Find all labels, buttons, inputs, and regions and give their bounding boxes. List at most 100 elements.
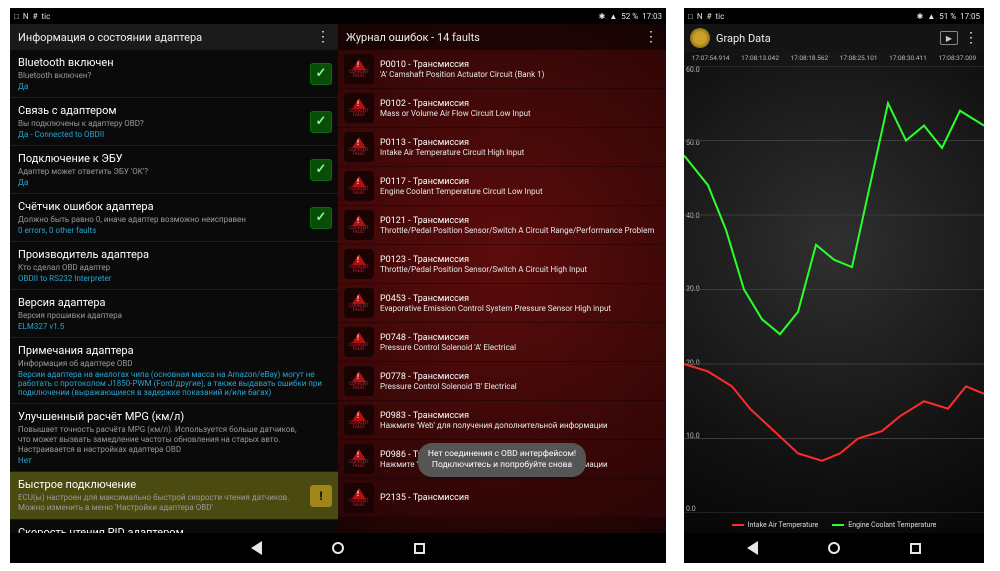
- overflow-menu-icon[interactable]: ⋮: [644, 30, 658, 44]
- settings-item-title: Связь с адаптером: [18, 104, 330, 117]
- settings-item-title: Производитель адаптера: [18, 248, 330, 261]
- settings-item-subtitle: Адаптер может ответить ЭБУ 'OK'?: [18, 167, 298, 177]
- android-navbar: [10, 533, 666, 563]
- nav-recent-icon[interactable]: [414, 543, 425, 554]
- settings-item-title: Подключение к ЭБУ: [18, 152, 330, 165]
- status-right-2: ✱▲51 %17:05: [917, 12, 980, 21]
- settings-item-value: Да: [18, 178, 330, 187]
- fault-description: Throttle/Pedal Position Sensor/Switch A …: [380, 226, 654, 235]
- settings-item-value: Да - Connected to OBDII: [18, 130, 330, 139]
- settings-item-value: Нет: [18, 456, 330, 465]
- fault-code: P0121 - Трансмиссия: [380, 216, 654, 226]
- settings-item-value: ELM327 v1.5: [18, 322, 330, 331]
- x-tick: 17:08:30.411: [889, 54, 927, 62]
- fault-badge-icon: CURRENTFAULT: [344, 171, 374, 201]
- nav-home-icon[interactable]: [828, 542, 840, 554]
- settings-item[interactable]: Примечания адаптера Информация об адаптер…: [10, 338, 338, 404]
- ok-icon: ✓: [310, 207, 332, 229]
- fault-item[interactable]: CURRENTFAULT P2135 - Трансмиссия: [338, 479, 666, 518]
- fault-description: Engine Coolant Temperature Circuit Low I…: [380, 187, 543, 196]
- fault-code: P0102 - Трансмиссия: [380, 99, 531, 109]
- phone-adapter-and-faults: □N#tic ✱▲52 %17:03 Информация о состояни…: [10, 8, 666, 563]
- settings-item-title: Скорость чтения PID адаптером: [18, 526, 330, 533]
- settings-item-title: Быстрое подключение: [18, 478, 330, 491]
- fault-code: P0123 - Трансмиссия: [380, 255, 587, 265]
- plot-canvas: [684, 66, 984, 513]
- nav-back-icon[interactable]: [251, 541, 262, 555]
- settings-item-subtitle: Версия прошивки адаптера: [18, 311, 298, 321]
- graph-title: Graph Data: [716, 32, 771, 45]
- settings-item-value: Версии адаптера на аналогах чипа (основн…: [18, 370, 330, 397]
- adapter-status-pane[interactable]: Информация о состоянии адаптера ⋮ Blueto…: [10, 24, 338, 533]
- faults-title: Журнал ошибок - 14 faults: [346, 31, 480, 44]
- settings-item[interactable]: Подключение к ЭБУ Адаптер может ответить …: [10, 146, 338, 194]
- play-button[interactable]: ▶: [940, 31, 958, 45]
- nav-back-icon[interactable]: [747, 541, 758, 555]
- fault-code: P0453 - Трансмиссия: [380, 294, 611, 304]
- nav-home-icon[interactable]: [332, 542, 344, 554]
- fault-item[interactable]: CURRENTFAULTP0748 - ТрансмиссияPressure …: [338, 323, 666, 362]
- fault-badge-icon: CURRENTFAULT: [344, 483, 374, 513]
- toast-line1: Нет соединения с OBD интерфейсом!: [428, 449, 576, 459]
- fault-badge-icon: CURRENTFAULT: [344, 132, 374, 162]
- settings-item[interactable]: Версия адаптераВерсия прошивки адаптераE…: [10, 290, 338, 338]
- fault-badge-icon: CURRENTFAULT: [344, 444, 374, 474]
- graph-title-bar: Graph Data ▶ ⋮: [684, 24, 984, 52]
- status-bar: □N#tic ✱▲51 %17:05: [684, 8, 984, 24]
- fault-item[interactable]: CURRENTFAULTP0983 - ТрансмиссияНажмите '…: [338, 401, 666, 440]
- status-bar: □N#tic ✱▲52 %17:03: [10, 8, 666, 24]
- settings-item-title: Примечания адаптера: [18, 344, 330, 357]
- settings-item-title: Bluetooth включен: [18, 56, 330, 69]
- x-tick: 17:08:25.101: [840, 54, 878, 62]
- settings-item-subtitle: Должно быть равно 0, иначе адаптер возмо…: [18, 215, 298, 225]
- phone-graph: □N#tic ✱▲51 %17:05 Graph Data ▶ ⋮ 17:07:…: [684, 8, 984, 563]
- fault-badge-icon: CURRENTFAULT: [344, 249, 374, 279]
- settings-item[interactable]: Скорость чтения PID адаптеромСкорость (P…: [10, 520, 338, 533]
- fault-code: P0778 - Трансмиссия: [380, 372, 517, 382]
- graph-legend: Intake Air Temperature Engine Coolant Tem…: [684, 521, 984, 529]
- settings-item-subtitle: ECU(ы) настроен для максимально быстрой …: [18, 493, 298, 513]
- fault-item[interactable]: CURRENTFAULT P0113 - ТрансмиссияIntake Ai…: [338, 128, 666, 167]
- fault-badge-icon: CURRENTFAULT: [344, 405, 374, 435]
- settings-item[interactable]: Производитель адаптераКто сделал OBD ада…: [10, 242, 338, 290]
- settings-item[interactable]: Улучшенный расчёт MPG (км/л)Повышает точ…: [10, 404, 338, 472]
- fault-code: P0113 - Трансмиссия: [380, 138, 524, 148]
- fault-description: Intake Air Temperature Circuit High Inpu…: [380, 148, 524, 157]
- fault-badge-icon: CURRENTFAULT: [344, 288, 374, 318]
- adapter-title-bar: Информация о состоянии адаптера ⋮: [10, 24, 338, 50]
- overflow-menu-icon[interactable]: ⋮: [316, 30, 330, 44]
- settings-item-subtitle: Bluetooth включен?: [18, 71, 298, 81]
- settings-item-title: Улучшенный расчёт MPG (км/л): [18, 410, 330, 423]
- nav-recent-icon[interactable]: [910, 543, 921, 554]
- fault-code: P0010 - Трансмиссия: [380, 60, 544, 70]
- fault-item[interactable]: CURRENTFAULTP0102 - ТрансмиссияMass or V…: [338, 89, 666, 128]
- x-tick: 17:08:18.562: [790, 54, 828, 62]
- settings-item[interactable]: Счётчик ошибок адаптераДолжно быть равно…: [10, 194, 338, 242]
- faults-title-bar: Журнал ошибок - 14 faults ⋮: [338, 24, 666, 50]
- x-tick: 17:08:37.009: [938, 54, 976, 62]
- legend-swatch: [832, 524, 844, 526]
- legend-label: Engine Coolant Temperature: [848, 521, 936, 529]
- overflow-menu-icon[interactable]: ⋮: [964, 30, 978, 46]
- fault-badge-icon: CURRENTFAULT: [344, 54, 374, 84]
- fault-badge-icon: CURRENTFAULT: [344, 210, 374, 240]
- settings-item[interactable]: Связь с адаптеромВы подключены к адаптер…: [10, 98, 338, 146]
- fault-item[interactable]: CURRENTFAULTP0117 - ТрансмиссияEngine Co…: [338, 167, 666, 206]
- settings-item[interactable]: Быстрое подключение ECU(ы) настроен для м…: [10, 472, 338, 520]
- settings-item[interactable]: Bluetooth включенBluetooth включен?Да✓: [10, 50, 338, 98]
- fault-item[interactable]: CURRENTFAULTP0123 - ТрансмиссияThrottle/…: [338, 245, 666, 284]
- fault-log-pane[interactable]: Журнал ошибок - 14 faults ⋮ CURRENTFAULT…: [338, 24, 666, 533]
- fault-item[interactable]: CURRENTFAULTP0778 - ТрансмиссияPressure …: [338, 362, 666, 401]
- adapter-title: Информация о состоянии адаптера: [18, 31, 202, 44]
- fault-description: Mass or Volume Air Flow Circuit Low Inpu…: [380, 109, 531, 118]
- legend-label: Intake Air Temperature: [748, 521, 819, 529]
- fault-item[interactable]: CURRENTFAULTP0010 - Трансмиссия'A' Camsh…: [338, 50, 666, 89]
- graph-area[interactable]: 17:07:54.91417:08:13.04217:08:18.56217:0…: [684, 52, 984, 533]
- fault-description: Pressure Control Solenoid 'B' Electrical: [380, 382, 517, 391]
- fault-code: P2135 - Трансмиссия: [380, 493, 469, 503]
- settings-item-subtitle: Информация об адаптере OBD: [18, 359, 298, 369]
- settings-item-value: OBDII to RS232 Interpreter: [18, 274, 330, 283]
- fault-item[interactable]: CURRENTFAULTP0453 - ТрансмиссияEvaporati…: [338, 284, 666, 323]
- app-logo-icon: [690, 28, 710, 48]
- fault-item[interactable]: CURRENTFAULT P0121 - ТрансмиссияThrottle/…: [338, 206, 666, 245]
